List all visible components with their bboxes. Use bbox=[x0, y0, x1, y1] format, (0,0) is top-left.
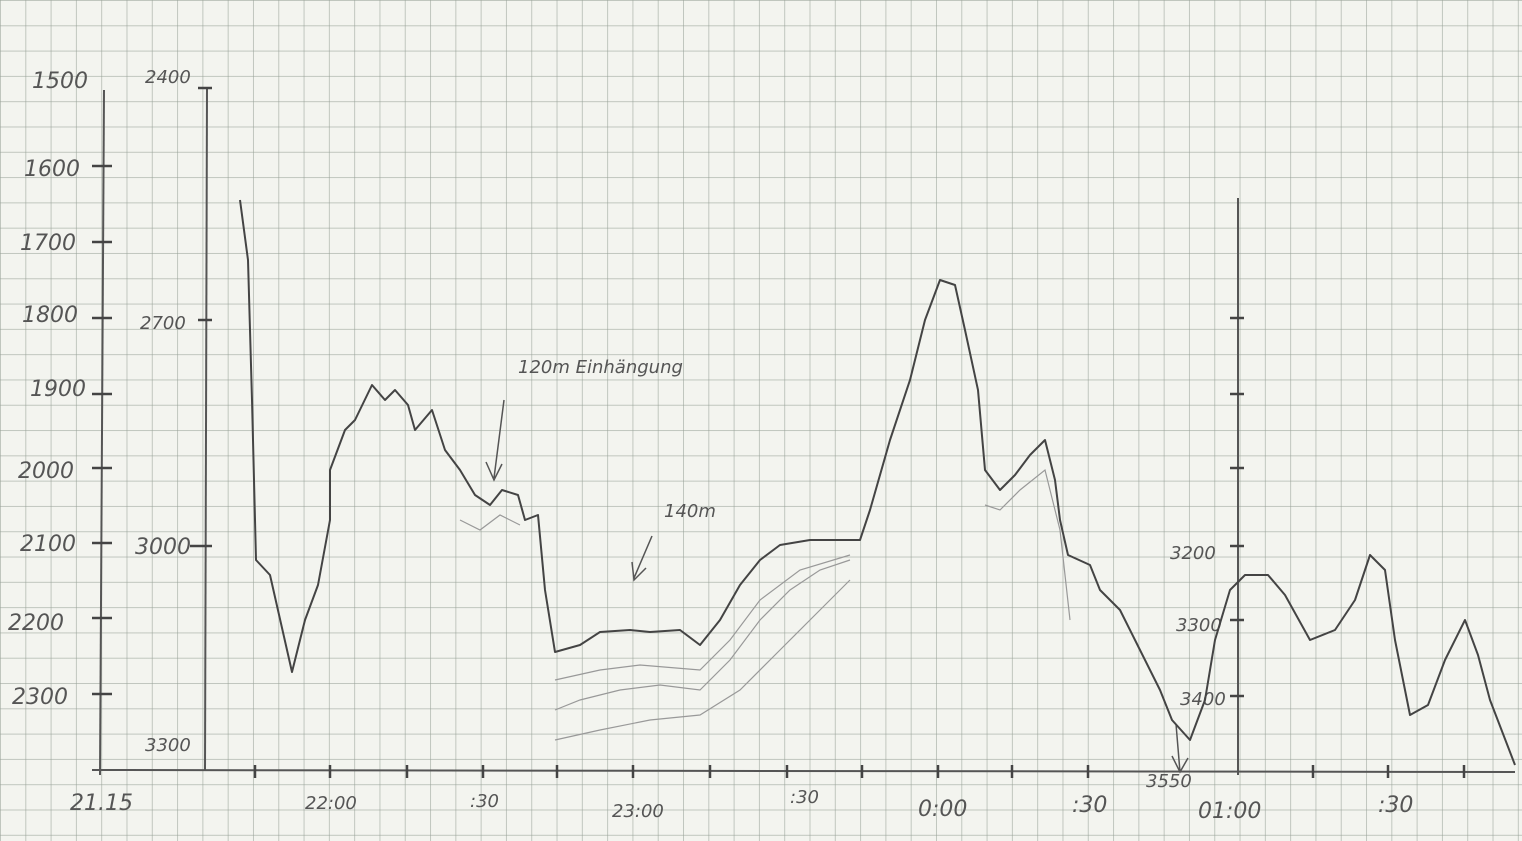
tick-marks bbox=[92, 86, 1466, 778]
time-axis bbox=[91, 769, 1516, 773]
tick-label: 2100 bbox=[20, 532, 76, 557]
time-label: 22:00 bbox=[305, 793, 357, 814]
tick-label: 2000 bbox=[18, 459, 74, 484]
time-label: 01:00 bbox=[1198, 799, 1261, 824]
tick-label: 1800 bbox=[22, 303, 78, 328]
annotation: 120m Einhängung bbox=[518, 357, 683, 378]
time-label: 0:00 bbox=[918, 797, 967, 822]
tick-label: 2200 bbox=[8, 611, 64, 636]
tick-label: 1900 bbox=[30, 377, 86, 402]
profile-curves bbox=[239, 199, 1516, 766]
time-label: :30 bbox=[1072, 793, 1107, 818]
left-axis bbox=[99, 89, 105, 776]
second-axis bbox=[204, 87, 208, 771]
tick-label: 1500 bbox=[32, 69, 88, 94]
time-label: 21.15 bbox=[70, 791, 133, 816]
annotation: 140m bbox=[664, 501, 716, 522]
right-axis-labels: 3200 3300 3400 3550 bbox=[1146, 543, 1226, 792]
time-label: 23:00 bbox=[612, 801, 664, 822]
time-label: :30 bbox=[1378, 793, 1413, 818]
time-label: :30 bbox=[790, 787, 819, 808]
tick-label: 3400 bbox=[1180, 689, 1226, 710]
annotation-arrows bbox=[485, 399, 1189, 774]
tick-label: 3550 bbox=[1146, 771, 1192, 792]
tick-label: 3300 bbox=[145, 735, 191, 756]
time-axis-labels: 21.15 22:00 :30 23:00 :30 0:00 :30 01:00… bbox=[70, 787, 1413, 824]
left-axis-labels: 1500 1600 1700 1800 1900 2000 2100 2200 … bbox=[8, 69, 88, 710]
tick-label: 1700 bbox=[20, 231, 76, 256]
tick-label: 3000 bbox=[135, 535, 191, 560]
tick-label: 2300 bbox=[12, 685, 68, 710]
tick-label: 2700 bbox=[140, 313, 186, 334]
tick-label: 3300 bbox=[1176, 615, 1222, 636]
tick-label: 1600 bbox=[24, 157, 80, 182]
tick-label: 3200 bbox=[1170, 543, 1216, 564]
time-label: :30 bbox=[470, 791, 499, 812]
second-axis-labels: 2400 2700 3000 3300 bbox=[135, 67, 191, 756]
tick-label: 2400 bbox=[145, 67, 191, 88]
